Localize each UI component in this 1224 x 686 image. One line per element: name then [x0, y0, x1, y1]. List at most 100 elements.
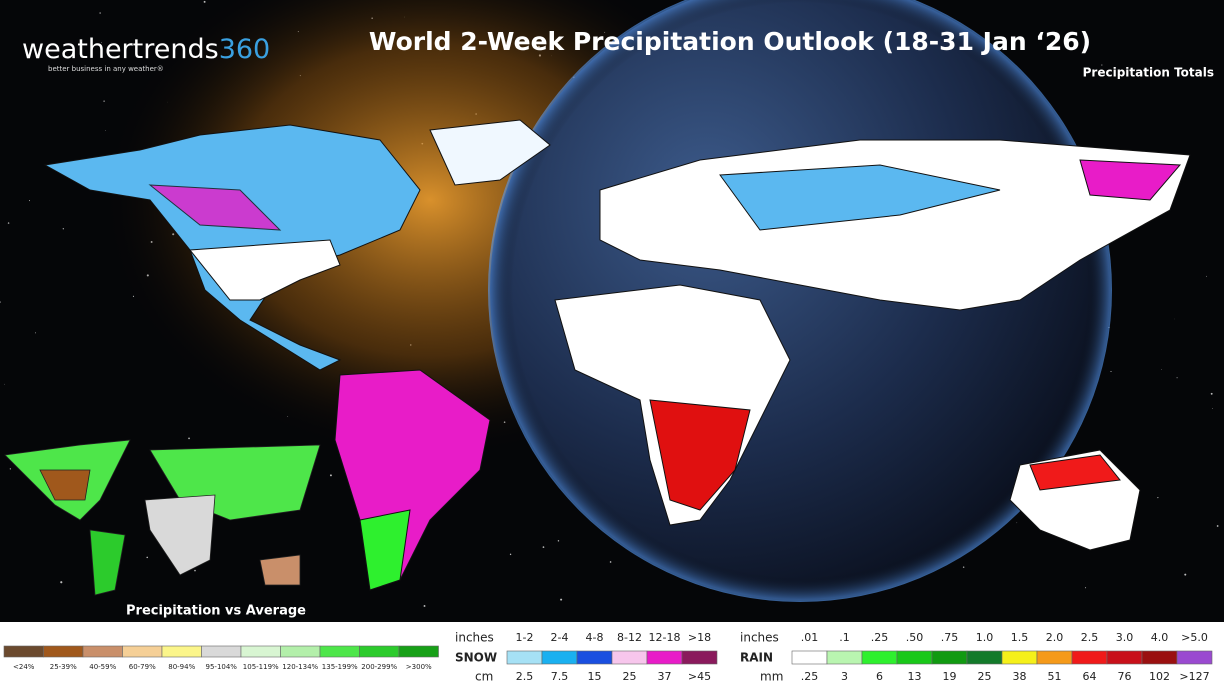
anomaly-swatch [280, 645, 321, 658]
star [1084, 587, 1087, 589]
anomaly-label: 80-94% [168, 663, 195, 671]
legend-top-label: .1 [839, 631, 850, 644]
legend-top-label: 12-18 [649, 631, 681, 644]
legend-swatch [1106, 650, 1143, 665]
legend-bottom-label: 37 [658, 670, 672, 683]
legend-bottom-label: 76 [1118, 670, 1132, 683]
legend-swatch [541, 650, 578, 665]
star [1176, 377, 1178, 379]
star [60, 581, 63, 584]
star [28, 200, 31, 202]
star [9, 468, 11, 470]
legend-swatch [931, 650, 968, 665]
star [34, 332, 36, 334]
legend-swatch [506, 650, 543, 665]
legend-name: RAIN [740, 651, 773, 665]
title: World 2-Week Precipitation Outlook (18-3… [369, 27, 1091, 56]
legend-swatch [791, 650, 828, 665]
legend-top-label: 1-2 [516, 631, 534, 644]
legend-swatch [681, 650, 718, 665]
legend-bottom-label: 102 [1149, 670, 1170, 683]
anomaly-label: 105-119% [243, 663, 279, 671]
legend-swatch [861, 650, 898, 665]
inset-label: Precipitation vs Average [126, 604, 306, 619]
legend-swatch [896, 650, 933, 665]
australia-rain [1029, 454, 1121, 491]
anomaly-label: >300% [406, 663, 432, 671]
anomaly-swatch [161, 645, 202, 658]
star [609, 561, 612, 563]
star [105, 130, 106, 131]
star [99, 12, 101, 14]
legend-unit-bottom: mm [760, 670, 783, 684]
anomaly-label: 60-79% [129, 663, 156, 671]
legend-top-label: 4-8 [586, 631, 604, 644]
legend-swatch [1176, 650, 1213, 665]
anomaly-swatch [3, 645, 44, 658]
legend-top-label: 3.0 [1116, 631, 1134, 644]
legends: <24% 25-39% 40-59% 60-79% 80-94% 95-104% 105-1… [3, 631, 1213, 684]
anomaly-label: 120-134% [282, 663, 318, 671]
south-america-south [359, 509, 411, 591]
star [1216, 525, 1219, 527]
logo-number: 360 [219, 34, 271, 65]
anomaly-swatch [319, 645, 360, 658]
subtitle: Precipitation Totals [1083, 66, 1214, 80]
inset-map [4, 439, 321, 596]
star [542, 546, 545, 548]
star [103, 100, 105, 102]
legend-top-label: >5.0 [1181, 631, 1208, 644]
logo: weathertrends360 [22, 34, 270, 65]
star [7, 222, 10, 224]
legend-unit-top: inches [740, 631, 779, 645]
legend-swatch [646, 650, 683, 665]
star [1101, 64, 1103, 66]
legend-swatch [1036, 650, 1073, 665]
legend-top-label: >18 [688, 631, 711, 644]
inset-south-america [89, 529, 126, 596]
legend-bottom-label: 7.5 [551, 670, 569, 683]
legend-bottom-label: 6 [876, 670, 883, 683]
legend-bottom-label: >127 [1179, 670, 1209, 683]
anomaly-swatch [398, 645, 439, 658]
legend-top-label: 1.5 [1011, 631, 1029, 644]
legend-bottom-label: 15 [588, 670, 602, 683]
legend-top-label: 2.0 [1046, 631, 1064, 644]
star [0, 301, 1, 303]
africa-rain [649, 399, 751, 511]
star [557, 540, 560, 542]
anomaly-label: 200-299% [361, 663, 397, 671]
anomaly-swatch [43, 645, 84, 658]
legend-swatch [576, 650, 613, 665]
legend-swatch [1141, 650, 1178, 665]
legend-top-label: 8-12 [617, 631, 642, 644]
legend-bottom-label: 38 [1013, 670, 1027, 683]
us-region [189, 239, 341, 301]
legend-swatch [1071, 650, 1108, 665]
legend-bottom-label: >45 [688, 670, 711, 683]
legend-swatch [611, 650, 648, 665]
star [194, 569, 196, 572]
star [1016, 522, 1018, 524]
snow-band-asia [719, 164, 1001, 231]
anomaly-swatch [82, 645, 123, 658]
legend-top-label: .25 [871, 631, 889, 644]
legend-bottom-label: 64 [1083, 670, 1097, 683]
legend-top-label: 2-4 [551, 631, 569, 644]
legend-bottom-label: .25 [801, 670, 819, 683]
inset-africa [144, 494, 216, 576]
star [203, 0, 206, 3]
star [62, 228, 64, 230]
star [1205, 275, 1207, 277]
star [560, 598, 563, 601]
anomaly-label: 135-199% [322, 663, 358, 671]
anomaly-label: 25-39% [50, 663, 77, 671]
star [1161, 368, 1162, 370]
anomaly-swatch [122, 645, 163, 658]
anomaly-swatch [240, 645, 281, 658]
star [1212, 408, 1213, 409]
logo-word: weathertrends [22, 34, 219, 65]
snow-band [148, 184, 282, 231]
star [146, 556, 149, 559]
